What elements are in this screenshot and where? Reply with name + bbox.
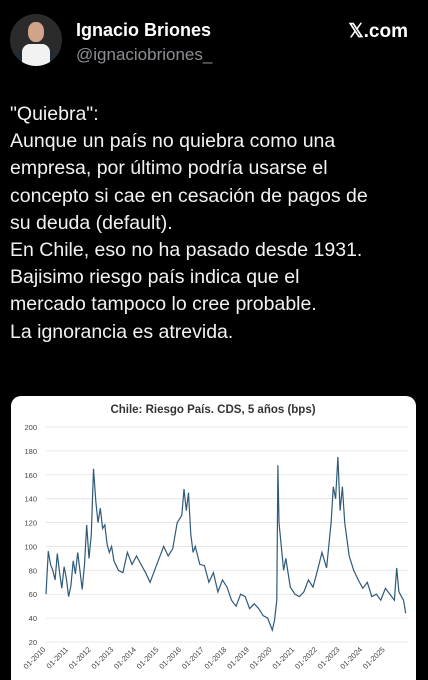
x-tick-label: 01-2022	[293, 645, 319, 671]
tweet-line: "Quiebra":	[10, 103, 99, 125]
x-tick-label: 01-2015	[135, 645, 161, 671]
author-name[interactable]: Ignacio Briones	[76, 20, 212, 40]
avatar[interactable]	[10, 14, 62, 66]
y-tick-label: 40	[29, 614, 37, 623]
y-tick-label: 80	[29, 566, 37, 575]
y-axis: 20 40 60 80 100 120 140 160 180 200	[24, 423, 37, 647]
tweet-line: concepto si cae en cesación de pagos de	[10, 184, 368, 207]
x-tick-label: 01-2017	[180, 645, 206, 671]
tweet-line: La ignorancia es atrevida.	[10, 320, 234, 343]
x-tick-label: 01-2023	[316, 645, 342, 671]
chart-image[interactable]: Chile: Riesgo País. CDS, 5 años (bps) 20…	[11, 396, 416, 680]
cds-chart: Chile: Riesgo País. CDS, 5 años (bps) 20…	[22, 404, 408, 671]
tweet-line: mercado tampoco lo cree probable.	[10, 293, 317, 316]
x-tick-label: 01-2016	[157, 645, 183, 671]
tweet-line: Bajisimo riesgo país indica que el	[10, 266, 300, 289]
x-tick-label: 01-2019	[225, 645, 251, 671]
tweet-text: "Quiebra": Aunque un país no quiebra com…	[10, 101, 420, 346]
y-tick-label: 180	[24, 447, 37, 456]
x-tick-label: 01-2020	[248, 645, 274, 671]
x-axis: 01-201001-201101-201201-201301-201401-20…	[22, 645, 387, 671]
x-tick-label: 01-2021	[270, 645, 296, 671]
x-tick-label: 01-2013	[89, 645, 115, 671]
x-tick-label: 01-2012	[67, 645, 93, 671]
x-logo: 𝕏.com	[348, 21, 408, 42]
cds-series-line	[45, 456, 407, 633]
tweet-line: En Chile, eso no ha pasado desde 1931.	[10, 239, 363, 262]
y-tick-label: 20	[29, 638, 37, 647]
x-tick-label: 01-2014	[112, 645, 138, 671]
author-handle[interactable]: @ignaciobriones_	[76, 45, 213, 64]
y-tick-label: 140	[24, 495, 37, 504]
x-tick-label: 01-2025	[361, 645, 387, 671]
y-tick-label: 100	[24, 542, 37, 551]
avatar-shirt	[22, 44, 50, 66]
tweet-header: Ignacio Briones @ignaciobriones_ 𝕏.com	[0, 0, 428, 80]
avatar-face	[28, 22, 44, 42]
y-tick-label: 60	[29, 590, 37, 599]
y-tick-label: 200	[24, 423, 37, 432]
y-tick-label: 160	[24, 471, 37, 480]
chart-title: Chile: Riesgo País. CDS, 5 años (bps)	[110, 404, 315, 416]
tweet-line: empresa, por último podría usarse el	[10, 157, 328, 180]
x-tick-label: 01-2024	[338, 645, 364, 671]
x-tick-label: 01-2018	[203, 645, 229, 671]
x-tick-label: 01-2011	[45, 645, 70, 670]
tweet-line: su deuda (default).	[10, 211, 173, 234]
tweet-line: Aunque un país no quiebra como una	[10, 130, 336, 153]
y-tick-label: 120	[24, 519, 37, 528]
x-tick-label: 01-2010	[22, 645, 48, 671]
chart-gridlines	[46, 426, 408, 643]
